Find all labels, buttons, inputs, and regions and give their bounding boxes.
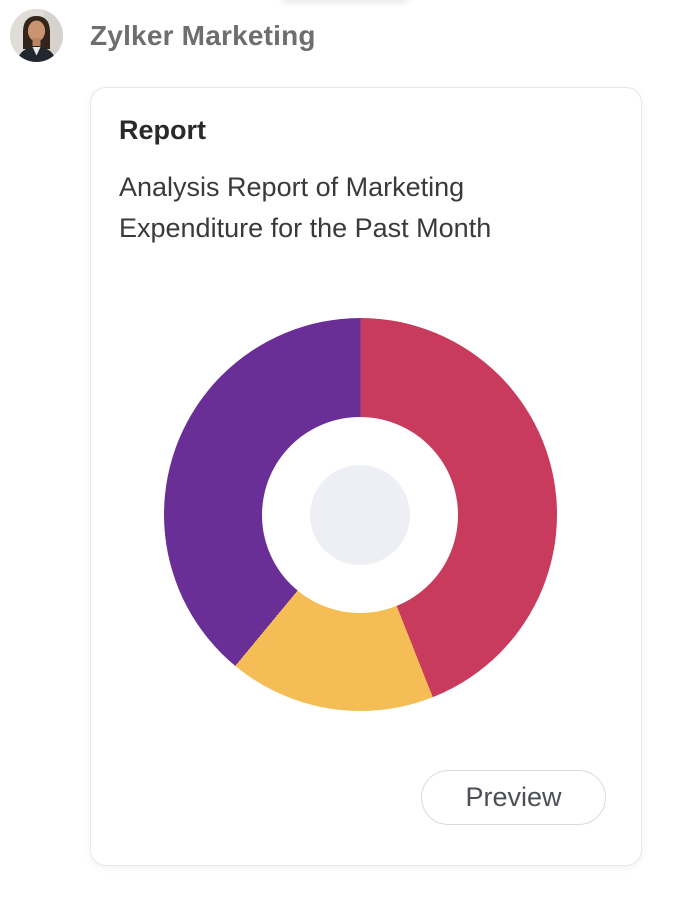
preview-button[interactable]: Preview [421,770,606,825]
message-header: Zylker Marketing [0,0,674,62]
avatar[interactable] [10,9,63,62]
donut-chart [163,318,557,712]
donut-center-disc [310,464,410,565]
card-subtitle: Analysis Report of Marketing Expenditure… [119,172,492,244]
card-title: Report [119,115,206,145]
card-footer: Preview [119,770,613,841]
scrolled-element-shadow [280,0,410,4]
report-card: Report Analysis Report of Marketing Expe… [90,87,642,866]
avatar-image [10,9,63,62]
sender-name: Zylker Marketing [90,19,316,51]
